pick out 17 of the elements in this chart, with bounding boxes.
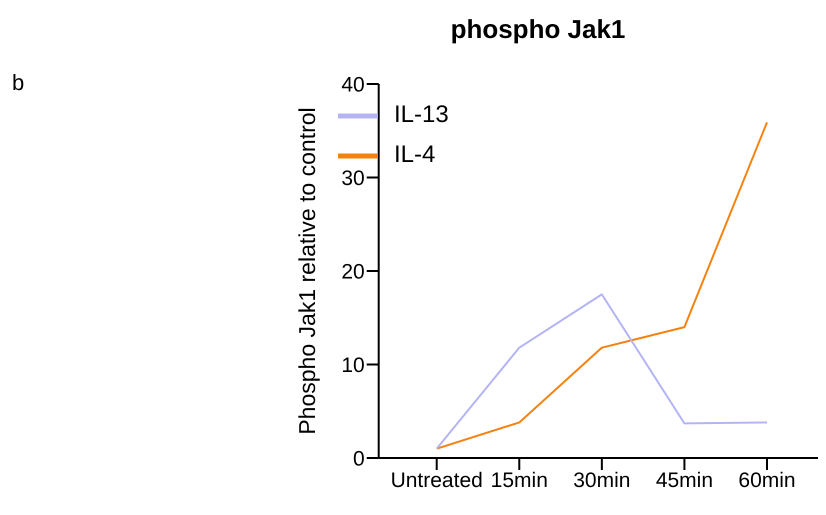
x-tick-label: 30min bbox=[573, 468, 630, 492]
legend-label: IL-13 bbox=[394, 101, 449, 128]
line-series bbox=[436, 121, 768, 450]
line-series bbox=[436, 293, 768, 450]
text: b bbox=[12, 70, 24, 96]
y-axis-title: Phospho Jak1 relative to control bbox=[294, 107, 320, 435]
y-tick-label: 10 bbox=[341, 354, 365, 377]
y-tick-label: 30 bbox=[341, 166, 365, 190]
chart-title: phospho Jak1 bbox=[450, 14, 626, 45]
legend-label: IL-4 bbox=[394, 141, 436, 168]
y-tick-label: 20 bbox=[341, 260, 365, 284]
y-tick-label: 0 bbox=[353, 447, 365, 470]
x-tick-label: 45min bbox=[656, 468, 714, 492]
x-tick-label: Untreated bbox=[390, 468, 483, 492]
x-tick-label: 60min bbox=[738, 468, 796, 492]
x-tick-label: 15min bbox=[490, 468, 548, 492]
y-tick-label: 40 bbox=[341, 73, 365, 96]
